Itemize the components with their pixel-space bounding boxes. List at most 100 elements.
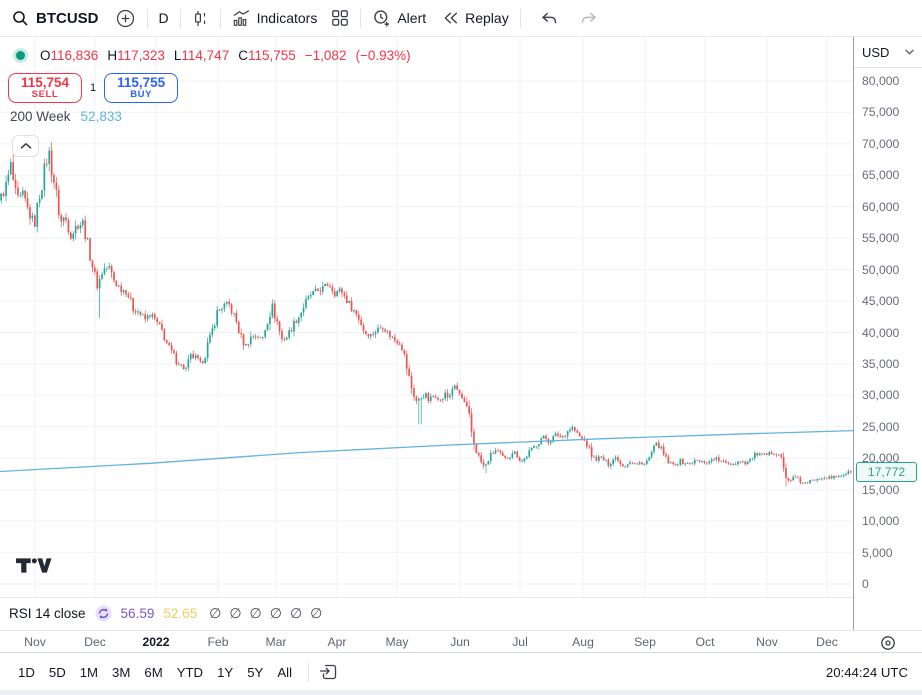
- window-bottom-edge: [0, 690, 922, 695]
- rsi-pane-header: RSI 14 close 56.59 52.65 ∅ ∅ ∅ ∅ ∅ ∅: [0, 598, 853, 629]
- time-tick: 2022: [142, 635, 170, 649]
- sync-loading-icon: [95, 605, 112, 622]
- ma-indicator-value: 52,833: [80, 109, 122, 124]
- time-tick: Mar: [265, 635, 287, 649]
- range-1M[interactable]: 1M: [79, 664, 99, 680]
- quantity-field[interactable]: 1: [90, 82, 97, 94]
- rsi-action-icons: ∅ ∅ ∅ ∅ ∅ ∅: [209, 605, 322, 622]
- time-axis[interactable]: Nov Dec 2022 Feb Mar Apr May Jun Jul Aug Sep Oct Nov…: [0, 630, 922, 653]
- top-toolbar: BTCUSD D Indic: [0, 0, 922, 37]
- replay-rewind-icon: [442, 10, 459, 26]
- time-tick: Apr: [327, 635, 347, 649]
- symbol-search-button[interactable]: BTCUSD: [12, 10, 99, 27]
- price-tick: 65,000: [862, 168, 900, 183]
- price-tick: 75,000: [862, 105, 900, 120]
- time-tick: Nov: [756, 635, 778, 649]
- change-percent: (−0.93%): [355, 48, 411, 63]
- ma-indicator-name: 200 Week: [10, 109, 71, 124]
- go-to-date-icon[interactable]: [319, 663, 338, 681]
- price-tick: 5,000: [862, 545, 893, 560]
- axis-settings-button[interactable]: [854, 631, 922, 654]
- range-3M[interactable]: 3M: [112, 664, 131, 680]
- price-tick: 0: [862, 577, 869, 591]
- rsi-action-icon[interactable]: ∅: [310, 605, 323, 621]
- search-icon: [12, 10, 29, 27]
- price-tick: 10,000: [862, 514, 900, 529]
- redo-icon[interactable]: [580, 12, 598, 25]
- rsi-action-icon[interactable]: ∅: [289, 605, 303, 621]
- currency-selector[interactable]: USD: [854, 37, 922, 68]
- indicators-icon: [232, 9, 251, 28]
- time-tick: Sep: [634, 635, 656, 649]
- price-axis-border: [853, 37, 854, 653]
- range-6M[interactable]: 6M: [144, 664, 163, 680]
- tradingview-logo: [16, 557, 54, 574]
- bottom-toolbar: 1D 5D 1M 3M 6M YTD 1Y 5Y All 20:44:24 UTC: [0, 654, 922, 690]
- rsi-action-icon[interactable]: ∅: [249, 605, 262, 621]
- time-tick: Feb: [207, 635, 229, 649]
- time-tick: Dec: [84, 635, 106, 649]
- buy-button[interactable]: 115,755 BUY: [104, 73, 179, 103]
- time-tick: Oct: [695, 635, 715, 649]
- sell-button[interactable]: 115,754 SELL: [8, 73, 82, 103]
- rsi-title: RSI 14 close: [9, 606, 86, 621]
- range-YTD[interactable]: YTD: [176, 664, 204, 680]
- ma-200-week-line: [0, 429, 853, 473]
- gridlines: [0, 37, 853, 597]
- price-tick: 25,000: [862, 419, 900, 434]
- rsi-action-icon[interactable]: ∅: [209, 605, 222, 621]
- toolbar-divider: [308, 662, 310, 682]
- range-1Y[interactable]: 1Y: [217, 664, 234, 680]
- indicators-button[interactable]: Indicators: [232, 9, 317, 28]
- rsi-action-icon[interactable]: ∅: [229, 605, 242, 621]
- series-marker-dot: [16, 51, 25, 60]
- price-tick: 40,000: [862, 325, 900, 340]
- compare-add-symbol-button[interactable]: [115, 8, 136, 29]
- alert-button[interactable]: Alert: [372, 9, 426, 28]
- clock-utc[interactable]: 20:44:24 UTC: [825, 664, 908, 680]
- price-tick: 30,000: [862, 388, 900, 403]
- time-tick: Dec: [816, 635, 838, 649]
- trade-panel: 115,754 SELL 1 115,755 BUY: [8, 73, 179, 103]
- time-tick: Jun: [450, 635, 470, 649]
- interval-button[interactable]: D: [158, 10, 169, 26]
- replay-button[interactable]: Replay: [442, 10, 509, 26]
- rsi-value-1: 56.59: [120, 606, 155, 621]
- time-tick: May: [385, 635, 409, 649]
- ma-indicator-legend: 200 Week 52,833: [10, 109, 122, 124]
- range-5D[interactable]: 5D: [48, 664, 66, 680]
- range-buttons: 1D 5D 1M 3M 6M YTD 1Y 5Y All: [18, 665, 306, 680]
- toolbar-divider: [179, 8, 181, 28]
- alert-clock-icon: [372, 9, 391, 28]
- rsi-action-icon[interactable]: ∅: [269, 605, 282, 621]
- price-tick: 45,000: [862, 294, 900, 309]
- range-1D[interactable]: 1D: [18, 664, 35, 680]
- toolbar-divider: [219, 8, 221, 28]
- time-tick: Nov: [24, 635, 46, 649]
- gear-icon: [880, 635, 896, 651]
- chart-pane: O116,836 H117,323 L114,747 C115,755 −1,0…: [0, 37, 853, 597]
- ohlc-legend: O116,836 H117,323 L114,747 C115,755 −1,0…: [10, 48, 411, 63]
- range-All[interactable]: All: [277, 664, 293, 680]
- range-5Y[interactable]: 5Y: [247, 664, 264, 680]
- change-value: −1,082: [304, 48, 347, 63]
- undo-icon[interactable]: [540, 12, 558, 25]
- chart-canvas[interactable]: [0, 37, 853, 597]
- toolbar-divider: [360, 8, 362, 28]
- pane-collapse-button[interactable]: [12, 135, 39, 157]
- layout-templates-icon[interactable]: [331, 9, 349, 27]
- price-tick: 20,000: [862, 451, 900, 466]
- pane-separator[interactable]: [0, 597, 922, 598]
- chart-style-candles-icon[interactable]: [192, 10, 209, 27]
- price-tick: 35,000: [862, 356, 900, 371]
- price-axis[interactable]: USD 17,772 80,000 75,000 70,000 65,000 60,00…: [854, 37, 922, 630]
- time-tick: Aug: [572, 635, 594, 649]
- symbol-name: BTCUSD: [36, 9, 99, 27]
- rsi-value-2: 52.65: [163, 606, 198, 621]
- chevron-up-icon: [20, 142, 32, 150]
- price-tick: 15,000: [862, 482, 900, 497]
- toolbar-divider: [146, 8, 148, 28]
- last-price-label: 17,772: [856, 462, 917, 483]
- chevron-down-icon: [905, 49, 915, 55]
